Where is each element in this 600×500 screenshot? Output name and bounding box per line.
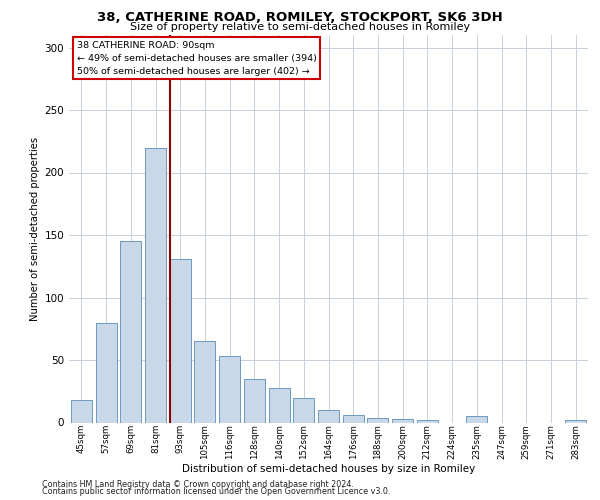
Bar: [219, 356, 240, 422]
Text: 38 CATHERINE ROAD: 90sqm
← 49% of semi-detached houses are smaller (394)
50% of : 38 CATHERINE ROAD: 90sqm ← 49% of semi-d…: [77, 41, 317, 76]
Text: Size of property relative to semi-detached houses in Romiley: Size of property relative to semi-detach…: [130, 22, 470, 32]
Bar: [392, 419, 413, 422]
Text: Contains HM Land Registry data © Crown copyright and database right 2024.: Contains HM Land Registry data © Crown c…: [42, 480, 354, 489]
Bar: [170, 259, 191, 422]
Bar: [367, 418, 388, 422]
Bar: [565, 420, 586, 422]
Bar: [194, 341, 215, 422]
Bar: [71, 400, 92, 422]
Bar: [145, 148, 166, 422]
Bar: [95, 322, 116, 422]
Bar: [244, 379, 265, 422]
Bar: [343, 415, 364, 422]
Y-axis label: Number of semi-detached properties: Number of semi-detached properties: [30, 136, 40, 321]
X-axis label: Distribution of semi-detached houses by size in Romiley: Distribution of semi-detached houses by …: [182, 464, 475, 474]
Text: Contains public sector information licensed under the Open Government Licence v3: Contains public sector information licen…: [42, 487, 391, 496]
Bar: [269, 388, 290, 422]
Text: 38, CATHERINE ROAD, ROMILEY, STOCKPORT, SK6 3DH: 38, CATHERINE ROAD, ROMILEY, STOCKPORT, …: [97, 11, 503, 24]
Bar: [318, 410, 339, 422]
Bar: [466, 416, 487, 422]
Bar: [293, 398, 314, 422]
Bar: [120, 242, 141, 422]
Bar: [417, 420, 438, 422]
